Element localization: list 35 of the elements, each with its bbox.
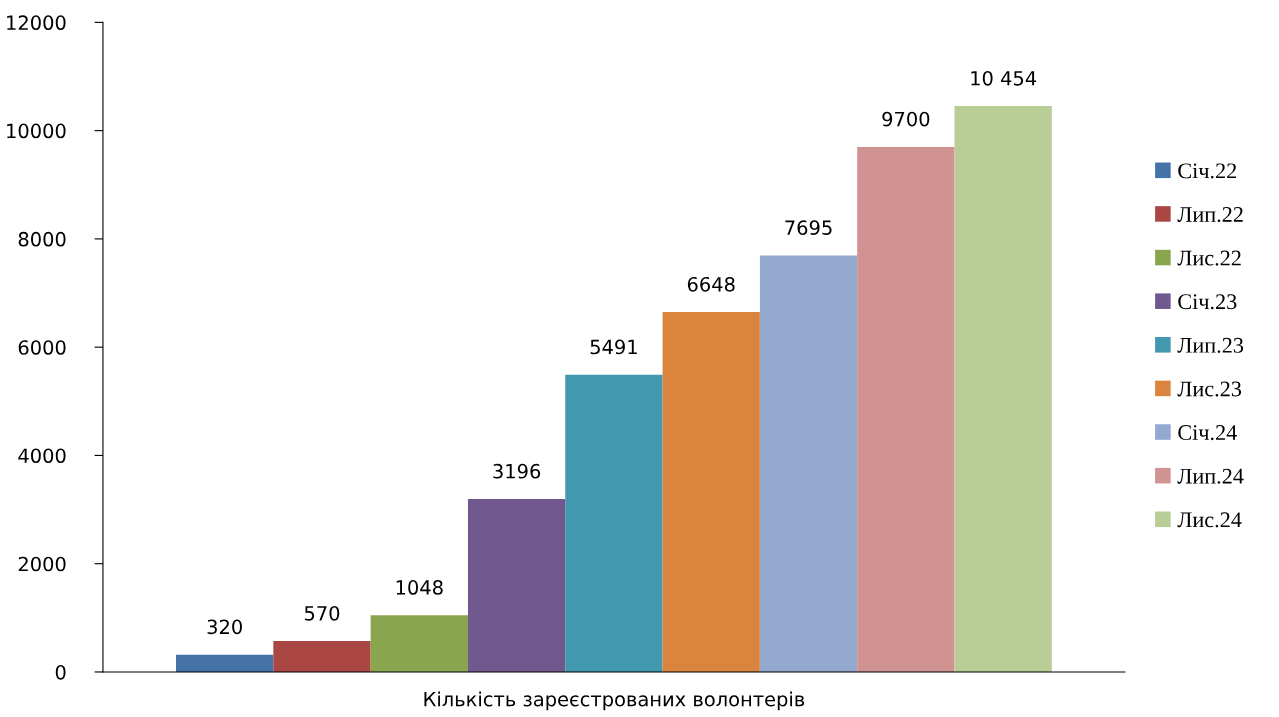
- bar: [176, 654, 274, 672]
- data-label: 1048: [396, 580, 443, 595]
- data-label: 3196: [493, 463, 541, 479]
- y-tick-label: 10000: [7, 123, 66, 139]
- y-tick-label: 8000: [18, 231, 66, 247]
- y-tick-label: 0: [55, 664, 66, 680]
- legend-label: Лис.22: [1177, 250, 1241, 266]
- x-tick-label: Кількість зареєстрованих волонтерів: [424, 691, 805, 711]
- legend-label: Січ.24: [1178, 425, 1237, 441]
- bar: [857, 146, 955, 672]
- y-tick-label: 4000: [18, 448, 66, 464]
- bar: [273, 641, 371, 672]
- legend-label: Лип.22: [1177, 207, 1243, 223]
- y-tick-label: 12000: [7, 15, 66, 31]
- bar: [370, 615, 468, 672]
- legend-label: Лип.23: [1177, 337, 1244, 353]
- data-label: 5491: [590, 339, 637, 355]
- bar: [759, 255, 858, 672]
- bar: [954, 106, 1052, 672]
- data-label: 7695: [785, 220, 832, 235]
- y-tick-label: 6000: [18, 340, 66, 355]
- bar: [662, 312, 760, 672]
- legend-label: Січ.22: [1178, 163, 1237, 179]
- bar: [467, 498, 566, 672]
- legend-label: Лис.24: [1177, 512, 1242, 528]
- y-tick-label: 2000: [18, 556, 66, 572]
- legend-label: Лип.24: [1177, 468, 1244, 484]
- data-label: 570: [304, 605, 340, 621]
- data-label: 10 454: [971, 70, 1037, 86]
- data-label: 6648: [687, 276, 735, 292]
- data-label: 320: [207, 619, 242, 635]
- legend-label: Лис.23: [1177, 381, 1242, 397]
- legend-label: Січ.23: [1178, 294, 1237, 310]
- data-label: 9700: [882, 111, 930, 127]
- bar: [565, 374, 663, 672]
